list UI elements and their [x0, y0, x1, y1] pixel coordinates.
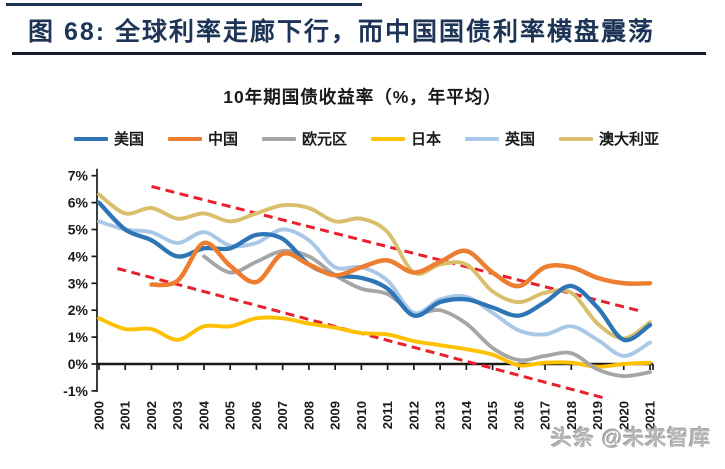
series-line-us	[96, 200, 653, 343]
y-tick-label: 3%	[68, 275, 89, 291]
header-top-rule	[6, 3, 362, 6]
watermark: 头条 @未来智库	[551, 427, 712, 450]
legend-item-uk: 英国	[465, 128, 535, 149]
x-tick-label: 2002	[144, 401, 159, 430]
x-tick-label: 2020	[616, 401, 631, 430]
x-tick-label: 2015	[485, 401, 500, 430]
legend-label-china: 中国	[207, 131, 238, 148]
y-tick-label: 2%	[68, 302, 89, 318]
x-tick-label: 2017	[538, 401, 553, 430]
legend-swatch-eurozone	[261, 136, 296, 141]
x-tick-label: 2010	[354, 401, 369, 430]
x-tick-label: 2007	[275, 401, 290, 430]
legend-swatch-australia	[559, 136, 594, 141]
x-tick-label: 2018	[564, 401, 579, 430]
legend-swatch-us	[73, 136, 108, 141]
figure-title: 图 68: 全球利率走廊下行，而中国国债利率横盘震荡	[28, 18, 656, 46]
y-tick-label: 7%	[68, 168, 89, 184]
legend-swatch-japan	[371, 136, 405, 141]
x-tick-label: 2000	[92, 401, 107, 430]
x-tick-label: 2019	[590, 401, 605, 430]
x-tick-label: 2014	[459, 400, 474, 430]
legend-label-eurozone: 欧元区	[301, 131, 347, 148]
x-tick-label: 2011	[380, 401, 395, 429]
x-tick-label: 2003	[170, 401, 185, 430]
series-line-japan	[97, 315, 652, 369]
legend-item-us: 美国	[73, 128, 144, 149]
legend-label-us: 美国	[113, 131, 144, 148]
x-tick-label: 2016	[511, 401, 526, 430]
x-tick-label: 2021	[643, 401, 658, 430]
x-tick-label: 2009	[328, 401, 343, 430]
legend-item-japan: 日本	[371, 128, 441, 149]
y-tick-label: 5%	[68, 222, 89, 238]
legend-swatch-china	[167, 136, 202, 141]
legend-label-australia: 澳大利亚	[599, 131, 660, 148]
y-tick-label: 6%	[68, 195, 89, 211]
y-tick-label: -1%	[63, 383, 88, 399]
y-tick-label: 0%	[68, 356, 89, 372]
chart-title: 10年期国债收益率（%，年平均）	[223, 87, 502, 107]
x-tick-label: 2012	[406, 401, 421, 430]
legend-swatch-uk	[465, 136, 500, 141]
y-tick-label: 4%	[68, 248, 89, 264]
x-tick-label: 2005	[223, 401, 238, 430]
legend-label-japan: 日本	[411, 131, 442, 148]
legend-item-australia: 澳大利亚	[559, 128, 659, 149]
header-divider-rule	[12, 52, 706, 55]
x-tick-label: 2004	[197, 400, 212, 430]
x-tick-label: 2006	[249, 401, 264, 430]
chart-legend: 美国 中国 欧元区 日本 英国 澳大利亚	[0, 128, 725, 149]
series-line-uk	[97, 219, 652, 358]
x-tick-label: 2008	[301, 401, 316, 430]
series-line-china	[149, 240, 653, 289]
legend-label-uk: 英国	[505, 131, 536, 148]
y-tick-label: 1%	[68, 329, 89, 345]
x-tick-label: 2001	[118, 401, 133, 430]
x-tick-label: 2013	[433, 401, 448, 430]
legend-item-eurozone: 欧元区	[261, 128, 347, 149]
legend-item-china: 中国	[167, 128, 238, 149]
